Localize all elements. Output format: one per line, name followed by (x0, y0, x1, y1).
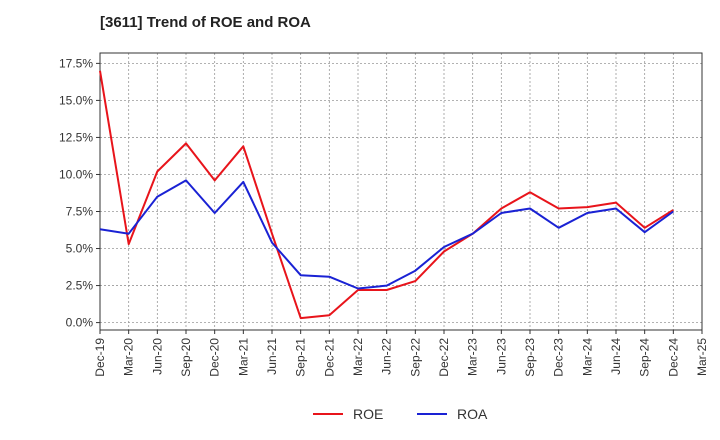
x-tick-label: Dec-22 (437, 338, 451, 377)
x-tick-label: Mar-24 (580, 338, 594, 376)
x-tick-label: Dec-19 (93, 338, 107, 377)
x-tick-label: Jun-20 (150, 338, 164, 375)
series-line-roa (99, 179, 674, 290)
x-tick-label: Dec-24 (666, 338, 680, 377)
x-tick-label: Mar-20 (122, 338, 136, 376)
y-tick-label: 7.5% (66, 204, 94, 218)
series-line-roe (99, 70, 674, 320)
x-tick-label: Sep-21 (294, 338, 308, 377)
y-tick-label: 10.0% (59, 167, 93, 181)
x-tick-label: Mar-22 (351, 338, 365, 376)
y-tick-label: 2.5% (66, 279, 94, 293)
x-tick-label: Dec-23 (552, 338, 566, 377)
y-tick-label: 5.0% (66, 242, 94, 256)
x-tick-label: Mar-21 (236, 338, 250, 376)
y-tick-label: 17.5% (59, 56, 93, 70)
plot-border (99, 52, 703, 331)
x-tick-label: Dec-21 (322, 338, 336, 377)
plot-area (100, 53, 702, 330)
x-tick-label: Jun-24 (609, 338, 623, 375)
legend-label-roe: ROE (353, 406, 383, 422)
x-tick-label: Sep-20 (179, 338, 193, 377)
x-tick-label: Sep-22 (408, 338, 422, 377)
y-tick-label: 0.0% (66, 316, 94, 330)
x-tick-label: Jun-21 (265, 338, 279, 375)
x-tick-label: Sep-24 (638, 338, 652, 377)
x-tick-label: Sep-23 (523, 338, 537, 377)
x-tick-label: Dec-20 (208, 338, 222, 377)
y-tick-label: 15.0% (59, 93, 93, 107)
x-tick-label: Mar-23 (466, 338, 480, 376)
y-tick-label: 12.5% (59, 130, 93, 144)
x-tick-label: Jun-22 (380, 338, 394, 375)
x-tick-label: Mar-25 (695, 338, 709, 376)
chart-title: [3611] Trend of ROE and ROA (100, 14, 311, 31)
x-tick-label: Jun-23 (494, 338, 508, 375)
legend-label-roa: ROA (457, 406, 488, 422)
